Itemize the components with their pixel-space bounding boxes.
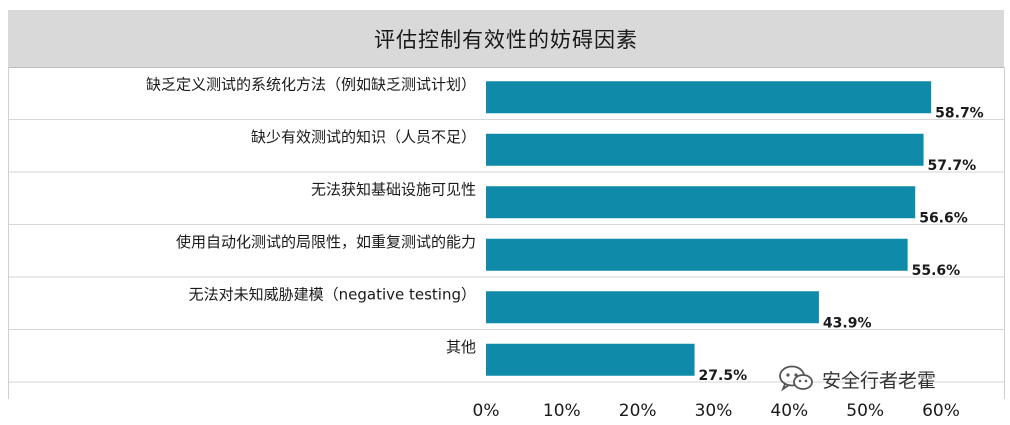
chart-title: 评估控制有效性的妨碍因素 xyxy=(374,27,638,52)
category-label: 无法对未知威胁建模（negative testing） xyxy=(189,285,476,303)
x-tick-label: 60% xyxy=(922,401,960,421)
category-label: 缺少有效测试的知识（人员不足） xyxy=(251,128,476,146)
category-label: 其他 xyxy=(446,338,476,356)
x-tick-label: 50% xyxy=(846,401,884,421)
x-tick-label: 10% xyxy=(543,401,581,421)
watermark: 安全行者老霍 xyxy=(778,364,936,394)
value-label: 58.7% xyxy=(935,105,984,121)
value-label: 55.6% xyxy=(912,263,961,279)
bar xyxy=(486,343,695,376)
bar xyxy=(486,81,932,114)
wechat-icon xyxy=(779,365,813,392)
x-tick-label: 20% xyxy=(619,401,657,421)
value-label: 57.7% xyxy=(928,158,977,174)
chart-title-bar: 评估控制有效性的妨碍因素 xyxy=(8,10,1004,68)
category-label: 缺乏定义测试的系统化方法（例如缺乏测试计划） xyxy=(146,75,476,93)
x-tick-label: 0% xyxy=(473,401,500,421)
bar xyxy=(486,133,924,166)
category-label: 无法获知基础设施可见性 xyxy=(311,180,476,198)
value-label: 27.5% xyxy=(699,368,748,384)
bar xyxy=(486,291,819,324)
x-tick-label: 40% xyxy=(770,401,808,421)
watermark-text: 安全行者老霍 xyxy=(822,369,937,392)
plot-frame: 缺乏定义测试的系统化方法（例如缺乏测试计划） 58.7% 缺少有效测试的知识（人员不… xyxy=(8,67,1005,421)
bar xyxy=(486,186,916,219)
category-label: 使用自动化测试的局限性，如重复测试的能力 xyxy=(176,233,476,251)
x-tick-label: 30% xyxy=(695,401,733,421)
bar-chart: 缺乏定义测试的系统化方法（例如缺乏测试计划） 58.7% 缺少有效测试的知识（人员不… xyxy=(9,75,1004,421)
value-label: 43.9% xyxy=(823,315,872,331)
bar xyxy=(486,238,908,271)
value-label: 56.6% xyxy=(919,210,968,226)
